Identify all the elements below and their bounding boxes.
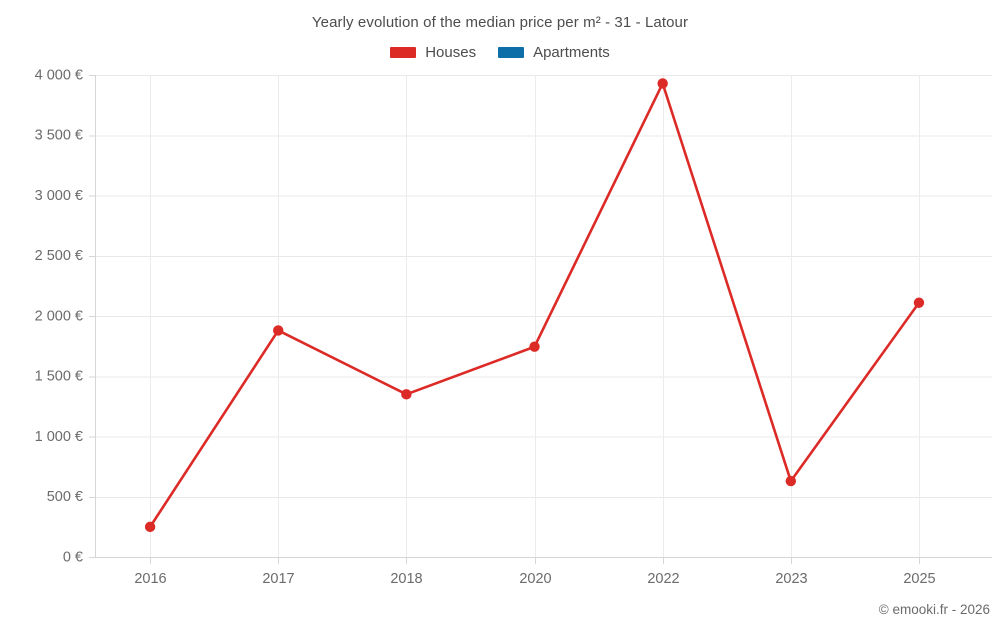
copyright-credit: © emooki.fr - 2026: [878, 602, 990, 617]
legend-swatch-houses: [390, 47, 417, 58]
data-point-houses[interactable]: [913, 297, 925, 308]
x-axis-tick-label: 2020: [519, 571, 551, 587]
y-axis-tick-label: 1 000 €: [35, 429, 83, 445]
y-axis-tick-label: 3 500 €: [35, 128, 83, 144]
y-axis-tick-label: 4 000 €: [35, 67, 83, 83]
data-point-houses[interactable]: [785, 475, 797, 487]
y-axis-tick-label: 1 500 €: [35, 369, 83, 385]
y-axis-tick-label: 3 000 €: [35, 188, 83, 204]
data-point-houses[interactable]: [529, 341, 540, 352]
chart-title: Yearly evolution of the median price per…: [311, 14, 689, 31]
x-axis-tick-label: 2017: [262, 571, 294, 587]
x-axis-tick-label: 2016: [134, 571, 166, 587]
legend-item-apartments[interactable]: Apartments: [498, 44, 610, 61]
data-point-houses[interactable]: [657, 78, 668, 89]
chart-legend: Houses Apartments: [0, 44, 1000, 61]
data-point-houses[interactable]: [273, 325, 284, 336]
y-axis-tick-label: 500 €: [47, 489, 83, 505]
legend-swatch-apartments: [498, 47, 525, 58]
data-point-houses[interactable]: [144, 521, 156, 533]
legend-label-houses: Houses: [425, 44, 477, 61]
legend-item-houses[interactable]: Houses: [390, 44, 476, 61]
x-axis-tick-label: 2023: [775, 571, 807, 587]
x-axis-tick-label: 2022: [647, 571, 679, 587]
y-axis-tick-label: 0 €: [63, 549, 83, 565]
x-axis-tick-label: 2018: [390, 571, 422, 587]
series-line-houses: [148, 82, 921, 529]
x-axis-tick-label: 2025: [903, 571, 935, 587]
y-axis-tick-label: 2 000 €: [35, 308, 83, 324]
data-point-houses[interactable]: [401, 389, 412, 400]
legend-label-apartments: Apartments: [533, 44, 610, 61]
y-axis-tick-label: 2 500 €: [35, 248, 83, 264]
